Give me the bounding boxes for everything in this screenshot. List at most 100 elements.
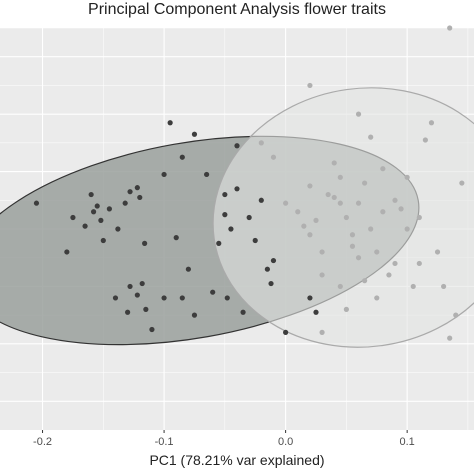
data-point-group-1 <box>70 214 76 221</box>
confidence-ellipse-2 <box>212 87 474 348</box>
data-point-group-2 <box>386 272 392 278</box>
data-point-group-1 <box>307 295 313 301</box>
data-point-group-1 <box>224 295 230 301</box>
data-point-group-1 <box>216 240 222 246</box>
data-point-group-2 <box>428 120 435 126</box>
data-point-group-2 <box>301 223 307 229</box>
data-point-group-1 <box>313 309 319 315</box>
data-point-group-1 <box>179 295 185 301</box>
data-point-group-1 <box>258 197 264 203</box>
data-point-group-1 <box>252 237 258 244</box>
data-point-group-1 <box>234 143 240 149</box>
data-point-group-2 <box>447 335 453 341</box>
x-axis-label: PC1 (78.21% var explained) <box>149 452 325 468</box>
x-tick-label: -0.2 <box>33 436 52 448</box>
data-point-group-1 <box>240 309 246 315</box>
data-point-group-2 <box>368 134 374 140</box>
data-point-group-1 <box>139 280 145 287</box>
data-point-group-1 <box>137 194 143 201</box>
data-point-group-1 <box>94 203 100 209</box>
data-point-group-1 <box>98 217 104 223</box>
data-point-group-2 <box>392 260 398 267</box>
x-axis-ticks: -0.2 -0.1 0.0 0.1 <box>33 430 415 448</box>
confidence-ellipses <box>0 87 474 348</box>
data-point-group-2 <box>434 249 441 255</box>
data-point-group-2 <box>380 209 386 215</box>
data-point-group-2 <box>307 183 313 189</box>
data-point-group-2 <box>362 180 368 186</box>
data-point-group-2 <box>325 191 331 198</box>
data-point-group-2 <box>459 180 465 186</box>
data-point-group-2 <box>404 226 410 232</box>
data-point-group-1 <box>112 295 119 301</box>
data-point-group-1 <box>246 214 252 221</box>
data-point-group-1 <box>134 185 140 191</box>
x-tick-label: -0.1 <box>155 436 174 448</box>
data-point-group-2 <box>295 209 301 215</box>
data-point-group-2 <box>349 232 356 238</box>
data-point-group-1 <box>270 257 277 264</box>
data-point-group-1 <box>134 292 140 298</box>
data-point-group-1 <box>149 326 155 333</box>
data-point-group-2 <box>422 137 428 143</box>
data-point-group-1 <box>167 120 173 126</box>
data-point-group-1 <box>33 200 40 206</box>
data-point-group-2 <box>337 283 343 290</box>
data-point-group-2 <box>258 140 264 146</box>
data-point-group-1 <box>191 131 198 137</box>
data-point-group-1 <box>161 295 167 301</box>
data-point-group-1 <box>161 171 167 178</box>
data-point-group-2 <box>447 25 453 31</box>
data-point-group-1 <box>115 226 121 232</box>
data-point-group-1 <box>88 191 94 198</box>
data-point-group-2 <box>349 243 356 249</box>
data-point-group-1 <box>125 309 131 315</box>
data-point-group-2 <box>355 111 362 117</box>
x-tick-label: 0.1 <box>400 436 415 448</box>
data-point-group-1 <box>264 266 270 272</box>
data-point-group-2 <box>343 214 349 221</box>
data-point-group-2 <box>368 226 374 232</box>
data-point-group-2 <box>337 200 343 206</box>
data-point-group-1 <box>143 306 149 312</box>
data-point-group-2 <box>355 200 362 206</box>
data-point-group-1 <box>64 249 70 255</box>
data-point-group-1 <box>185 266 191 272</box>
data-point-group-1 <box>283 329 289 335</box>
data-point-group-1 <box>191 312 198 318</box>
data-point-group-1 <box>268 280 274 287</box>
data-point-group-1 <box>90 209 97 215</box>
data-point-group-2 <box>380 166 386 172</box>
data-point-group-2 <box>307 82 313 89</box>
data-point-group-2 <box>416 214 422 221</box>
data-point-group-1 <box>106 206 112 212</box>
data-point-group-1 <box>222 212 228 218</box>
data-point-group-2 <box>416 260 422 267</box>
data-point-group-2 <box>392 197 398 203</box>
data-point-group-2 <box>331 160 337 166</box>
data-point-group-2 <box>453 312 459 318</box>
data-point-group-2 <box>355 255 362 261</box>
data-point-group-1 <box>173 235 179 241</box>
x-tick-label: 0.0 <box>278 436 293 448</box>
data-point-group-2 <box>441 283 447 290</box>
data-point-group-1 <box>127 283 133 290</box>
data-points <box>33 25 465 341</box>
data-point-group-1 <box>82 223 88 229</box>
data-point-group-1 <box>222 191 228 198</box>
data-point-group-1 <box>210 289 216 295</box>
data-point-group-1 <box>142 240 148 246</box>
data-point-group-2 <box>362 278 368 284</box>
data-point-group-1 <box>234 186 240 192</box>
data-point-group-2 <box>270 154 277 160</box>
data-point-group-2 <box>319 329 325 335</box>
data-point-group-2 <box>374 249 380 255</box>
data-point-group-1 <box>122 200 128 206</box>
data-point-group-2 <box>343 306 349 312</box>
data-point-group-2 <box>283 200 289 206</box>
data-point-group-2 <box>313 217 319 223</box>
data-point-group-1 <box>228 226 234 232</box>
data-point-group-2 <box>398 206 404 212</box>
data-point-group-2 <box>331 194 337 201</box>
